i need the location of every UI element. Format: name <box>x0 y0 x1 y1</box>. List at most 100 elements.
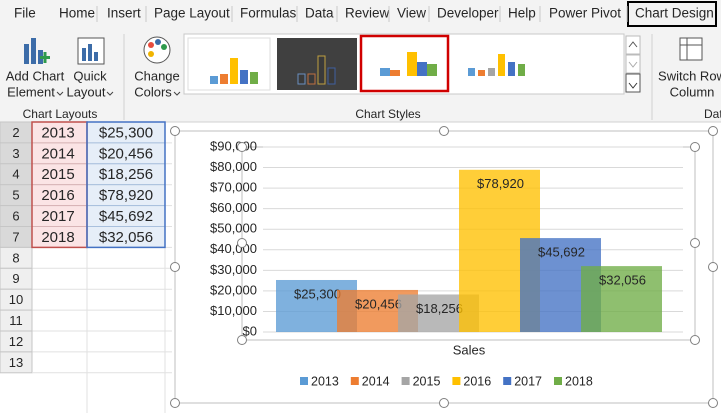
resize-handle[interactable] <box>690 238 700 248</box>
cell-text[interactable]: 2017 <box>41 208 74 225</box>
data-label: $32,056 <box>599 273 646 288</box>
button-label[interactable]: Colors <box>134 84 172 99</box>
y-tick-label: $50,000 <box>210 221 257 236</box>
gallery-scroll[interactable] <box>625 35 641 93</box>
ribbon-tab[interactable]: Formulas <box>240 6 297 21</box>
resize-handle[interactable] <box>439 126 449 136</box>
range-highlight <box>86 121 166 249</box>
legend-label: 2015 <box>413 374 441 388</box>
resize-handle[interactable] <box>690 142 700 152</box>
ribbon-tab[interactable]: Insert <box>107 6 141 21</box>
y-tick-label: $10,000 <box>210 303 257 318</box>
button-label[interactable]: Quick <box>73 68 107 83</box>
cell-text[interactable]: 2013 <box>41 124 74 141</box>
cell-text[interactable]: $25,300 <box>99 124 153 141</box>
legend-swatch <box>503 377 512 385</box>
ribbon-tab[interactable]: View <box>397 6 426 21</box>
ribbon-tab[interactable]: Page Layout <box>154 6 230 21</box>
x-tick-label: Sales <box>453 342 486 357</box>
resize-handle[interactable] <box>237 142 247 152</box>
cell-text[interactable]: 2015 <box>41 166 74 183</box>
legend-label: 2017 <box>514 374 542 388</box>
style-thumbnail[interactable] <box>187 37 271 91</box>
legend-label: 2018 <box>565 374 593 388</box>
dropdown-caret <box>56 91 64 96</box>
ribbon-tab[interactable]: Chart Design <box>635 6 714 21</box>
button-label[interactable]: Change <box>134 68 180 83</box>
cell-text[interactable]: $32,056 <box>99 229 153 246</box>
add-chart-icon[interactable] <box>24 38 50 64</box>
data-label: $20,456 <box>355 296 402 311</box>
data-label: $45,692 <box>538 245 585 260</box>
ribbon-tab[interactable]: Review <box>345 6 390 21</box>
ribbon-tab[interactable]: Data <box>305 6 334 21</box>
button-label[interactable]: Element <box>7 84 55 99</box>
cell-text[interactable]: 2014 <box>41 145 74 162</box>
legend-label: 2013 <box>311 374 339 388</box>
style-thumbnail-content <box>380 52 437 76</box>
legend-label: 2014 <box>362 374 390 388</box>
resize-handle[interactable] <box>708 262 718 272</box>
row-number: 5 <box>12 188 19 203</box>
y-tick-label: $60,000 <box>210 200 257 215</box>
resize-handle[interactable] <box>439 398 449 408</box>
y-tick-label: $20,000 <box>210 282 257 297</box>
style-thumbnail[interactable] <box>452 38 532 90</box>
data-label: $25,300 <box>294 286 341 301</box>
group-label: Dat <box>704 107 721 121</box>
y-tick-label: $0 <box>243 323 257 338</box>
resize-handle[interactable] <box>708 398 718 408</box>
cell-text[interactable]: $20,456 <box>99 145 153 162</box>
y-tick-label: $70,000 <box>210 180 257 195</box>
row-number: 10 <box>9 292 23 307</box>
resize-handle[interactable] <box>170 262 180 272</box>
row-number: 8 <box>12 250 19 265</box>
y-tick-label: $30,000 <box>210 262 257 277</box>
selected-tab-box <box>627 1 717 27</box>
row-number: 4 <box>12 167 19 182</box>
resize-handle[interactable] <box>690 335 700 345</box>
ribbon-tab[interactable]: File <box>14 6 36 21</box>
resize-handle[interactable] <box>170 126 180 136</box>
resize-handle[interactable] <box>237 238 247 248</box>
dropdown-caret <box>173 91 181 96</box>
legend-label: 2016 <box>463 374 491 388</box>
cell-text[interactable]: $78,920 <box>99 187 153 204</box>
y-tick-label: $40,000 <box>210 241 257 256</box>
resize-handle[interactable] <box>237 335 247 345</box>
selected-style-thumbnail[interactable] <box>359 34 450 93</box>
dropdown-caret <box>106 91 114 96</box>
cell-text[interactable]: $18,256 <box>99 166 153 183</box>
ribbon-tab[interactable]: Help <box>508 6 536 21</box>
switch-row-column-icon[interactable] <box>679 37 703 61</box>
change-colors-icon[interactable] <box>143 36 171 64</box>
row-number: 12 <box>9 334 23 349</box>
style-thumbnail[interactable] <box>277 38 357 90</box>
bar[interactable] <box>581 266 662 332</box>
resize-handle[interactable] <box>170 398 180 408</box>
legend-swatch <box>401 377 410 385</box>
cell-text[interactable]: $45,692 <box>99 208 153 225</box>
legend-swatch <box>452 377 461 385</box>
ribbon-tab[interactable]: Developer <box>437 6 499 21</box>
cell-text[interactable]: 2018 <box>41 229 74 246</box>
button-label[interactable]: Add Chart <box>6 68 65 83</box>
button-label[interactable]: Column <box>670 84 715 99</box>
resize-handle[interactable] <box>708 126 718 136</box>
row-number: 13 <box>9 355 23 370</box>
button-label[interactable]: Switch Row <box>658 68 721 83</box>
legend-swatch <box>350 377 359 385</box>
button-label[interactable]: Layout <box>66 84 105 99</box>
group-label: Chart Styles <box>355 107 420 121</box>
ribbon-tab[interactable]: Power Pivot <box>549 6 621 21</box>
cell-text[interactable]: 2016 <box>41 187 74 204</box>
ribbon-tab[interactable]: Home <box>59 6 95 21</box>
row-number: 2 <box>12 125 19 140</box>
y-tick-label: $90,000 <box>210 138 257 153</box>
quick-layout-icon[interactable] <box>77 37 105 65</box>
row-number: 7 <box>12 229 19 244</box>
data-label: $78,920 <box>477 176 524 191</box>
row-number: 9 <box>12 271 19 286</box>
row-number: 6 <box>12 208 19 223</box>
